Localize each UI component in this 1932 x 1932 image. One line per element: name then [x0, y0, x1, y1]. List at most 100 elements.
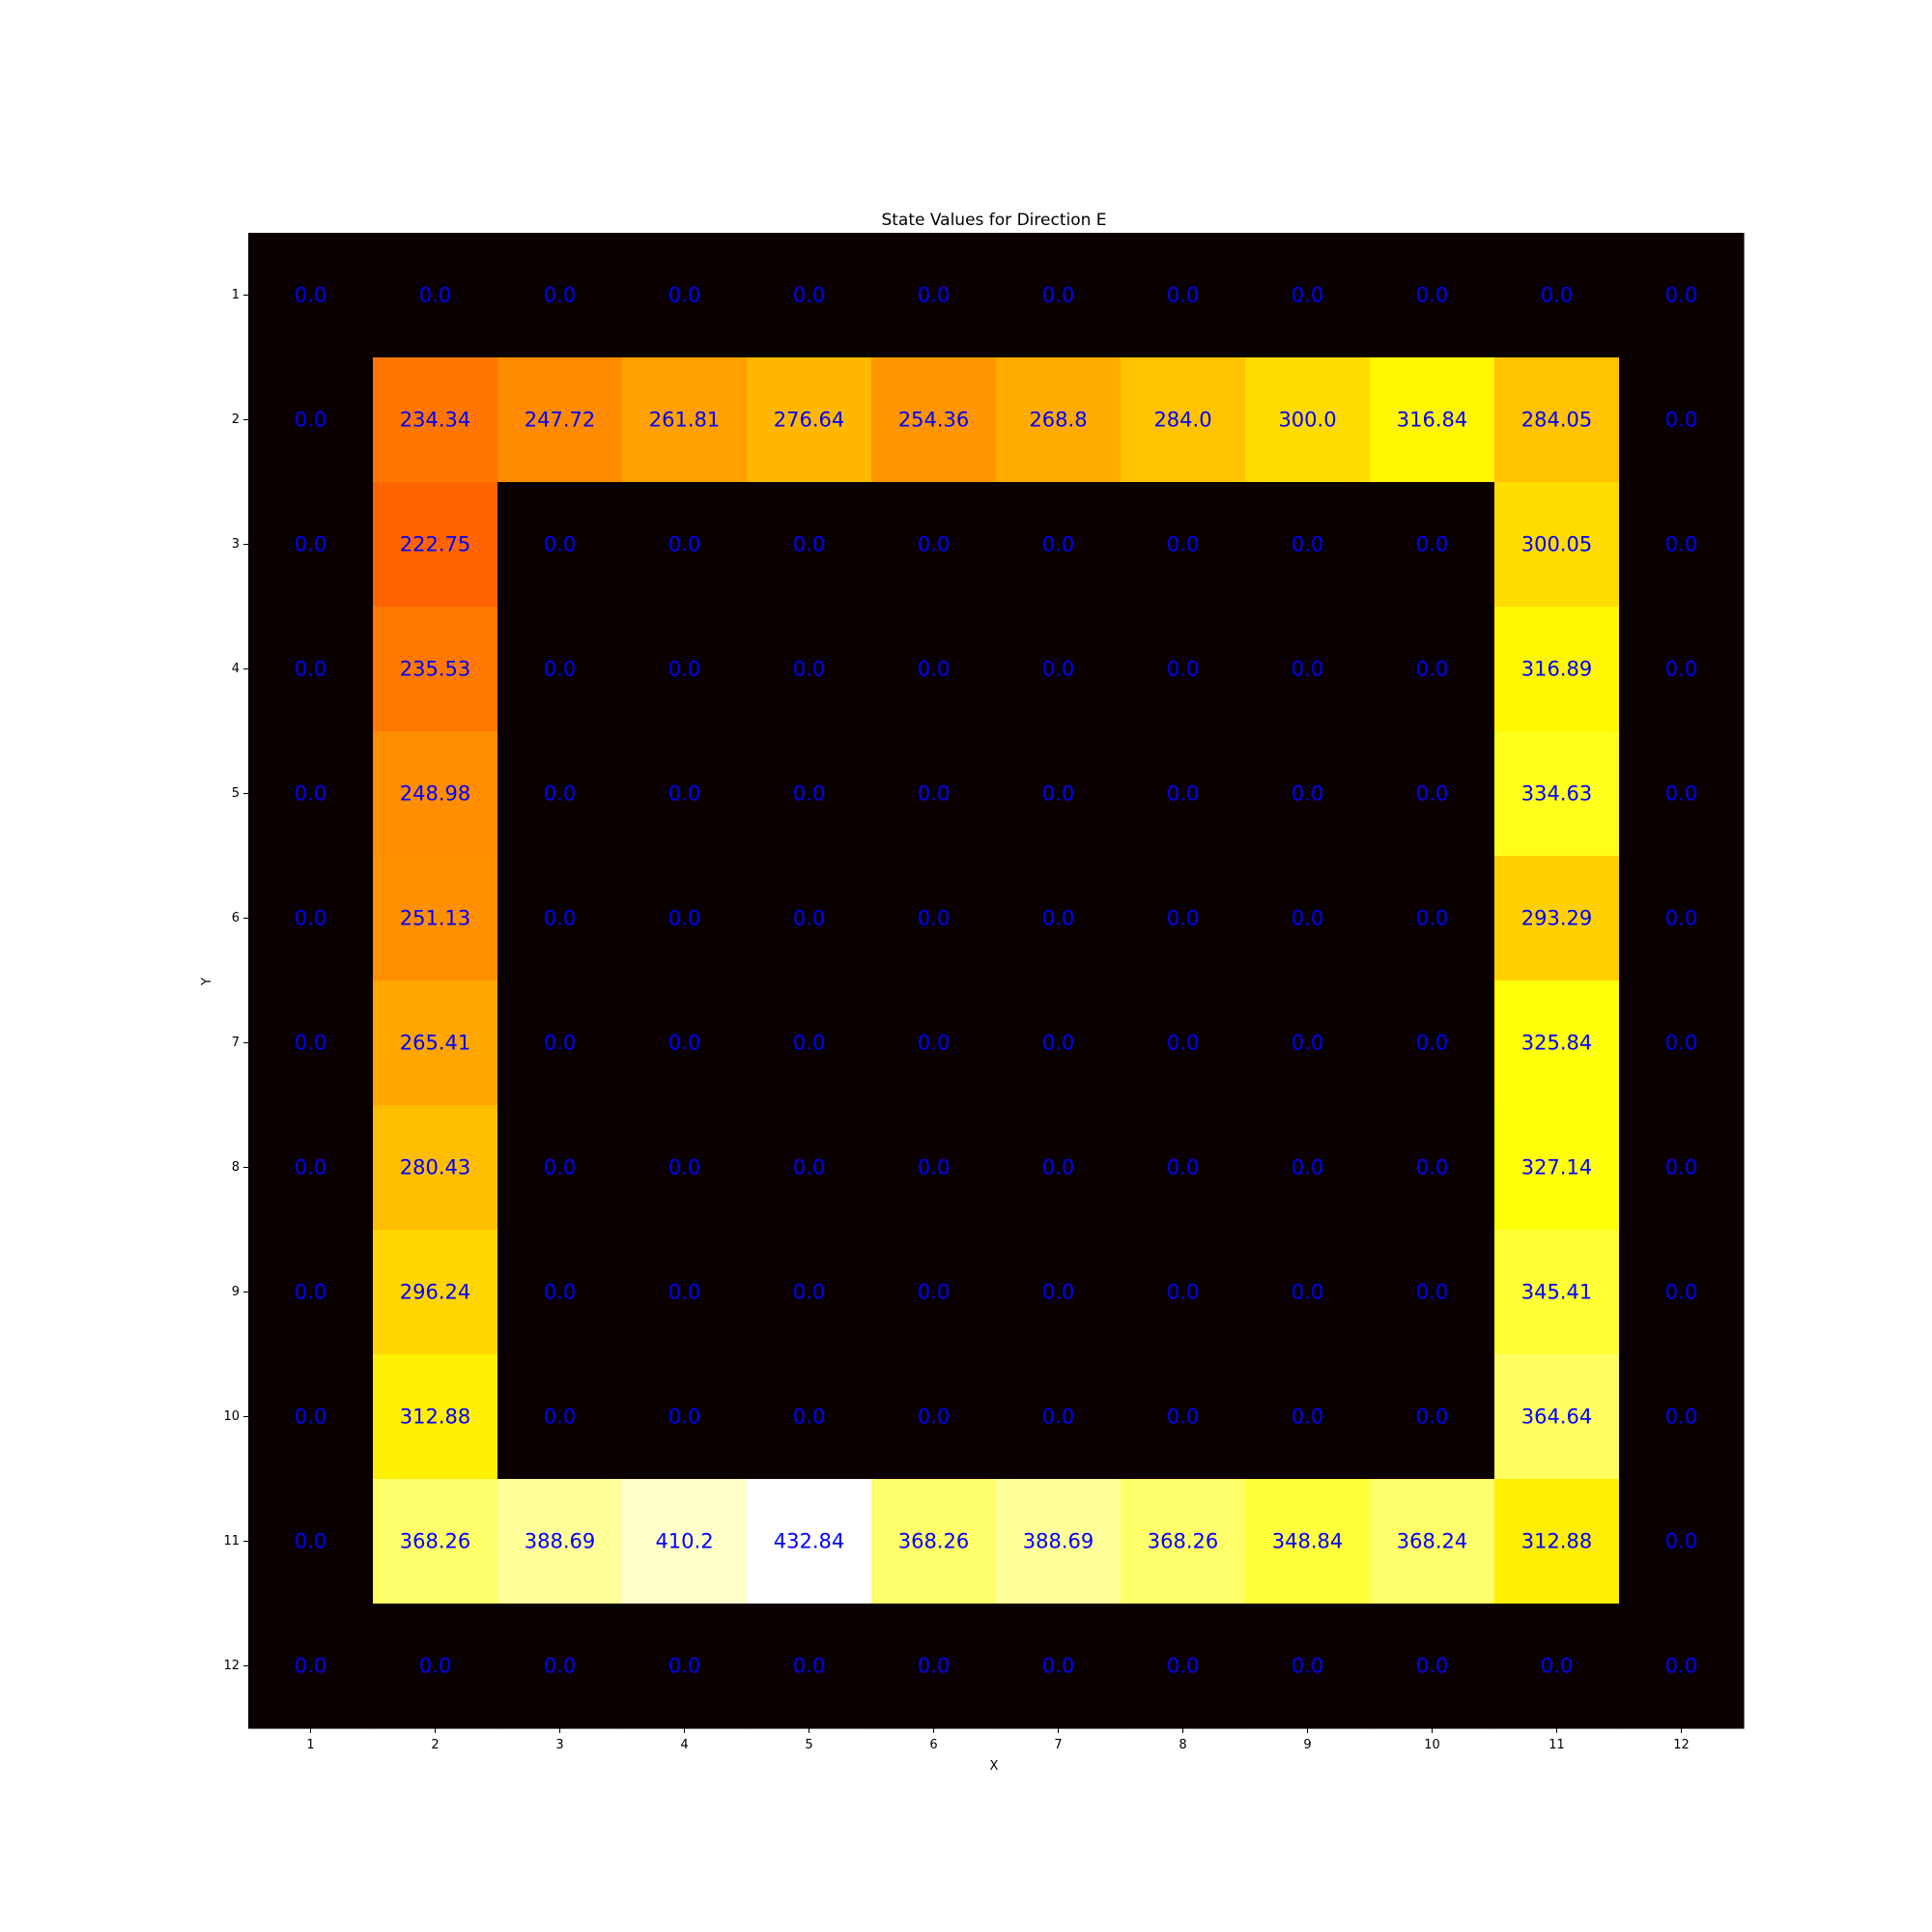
- heatmap-cell: [1370, 731, 1495, 857]
- heatmap-cell: [622, 357, 748, 483]
- heatmap-cell: [1494, 357, 1620, 483]
- cell-value-label: 0.0: [793, 907, 825, 930]
- heatmap-cell: [1245, 233, 1371, 358]
- cell-value-label: 0.0: [295, 1530, 327, 1553]
- y-tick-label: 9: [232, 1285, 240, 1299]
- cell-value-label: 0.0: [1167, 1156, 1199, 1179]
- heatmap-cell: [996, 856, 1122, 981]
- heatmap-cell: [497, 1105, 623, 1231]
- heatmap-cell: [248, 233, 374, 358]
- heatmap-cell: [747, 233, 872, 358]
- cell-value-label: 345.41: [1521, 1281, 1592, 1304]
- cell-value-label: 312.88: [1521, 1530, 1592, 1553]
- cell-value-label: 0.0: [1665, 533, 1697, 556]
- heatmap-cell: [747, 1230, 872, 1355]
- heatmap-cell: [373, 607, 498, 732]
- cell-value-label: 0.0: [1665, 1156, 1697, 1179]
- cell-value-label: 0.0: [544, 1032, 576, 1055]
- heatmap-cell: [497, 607, 623, 732]
- heatmap-cell: [1370, 856, 1495, 981]
- cell-value-label: 316.89: [1521, 658, 1592, 681]
- y-tick-label: 10: [223, 1409, 240, 1424]
- cell-value-label: 0.0: [793, 1655, 825, 1678]
- heatmap-cell: [871, 1230, 997, 1355]
- cell-value-label: 0.0: [1167, 907, 1199, 930]
- cell-value-label: 0.0: [1042, 533, 1074, 556]
- cell-value-label: 261.81: [649, 409, 720, 432]
- heatmap-cell: [373, 1105, 498, 1231]
- heatmap-cell: [248, 1230, 374, 1355]
- heatmap-cell: [248, 357, 374, 483]
- heatmap-cell: [1494, 1479, 1620, 1605]
- heatmap-cell: [373, 1354, 498, 1480]
- x-tick-label: 7: [1054, 1738, 1062, 1752]
- cell-value-label: 284.05: [1521, 409, 1592, 432]
- heatmap-cell: [1121, 980, 1246, 1106]
- cell-value-label: 0.0: [1292, 1032, 1323, 1055]
- heatmap-cell: [1245, 856, 1371, 981]
- heatmap-cell: [373, 482, 498, 608]
- cell-value-label: 0.0: [1292, 533, 1323, 556]
- heatmap-cell: [996, 482, 1122, 608]
- y-tick-label: 2: [232, 412, 240, 427]
- x-tick-label: 6: [929, 1738, 937, 1752]
- cell-value-label: 0.0: [1042, 1655, 1074, 1678]
- heatmap-cell: [373, 1479, 498, 1605]
- cell-value-label: 0.0: [1167, 658, 1199, 681]
- heatmap-cell: [871, 1354, 997, 1480]
- cell-value-label: 0.0: [668, 658, 700, 681]
- heatmap-cell: [248, 1479, 374, 1605]
- cell-value-label: 0.0: [793, 1032, 825, 1055]
- heatmap-cell: [871, 482, 997, 608]
- cell-value-label: 0.0: [1416, 1406, 1448, 1429]
- heatmap-cell: [248, 856, 374, 981]
- heatmap-cell: [248, 731, 374, 857]
- heatmap-cell: [1121, 1354, 1246, 1480]
- heatmap-cell: [1370, 1479, 1495, 1605]
- heatmap-cell: [1245, 482, 1371, 608]
- cell-value-label: 0.0: [1292, 1655, 1323, 1678]
- cell-value-label: 0.0: [1416, 782, 1448, 806]
- cell-value-label: 0.0: [1167, 1032, 1199, 1055]
- heatmap-cell: [996, 1230, 1122, 1355]
- cell-value-label: 0.0: [1416, 1655, 1448, 1678]
- heatmap-cell: [1245, 1105, 1371, 1231]
- cell-value-label: 280.43: [400, 1156, 470, 1179]
- cell-value-label: 316.84: [1397, 409, 1467, 432]
- cell-value-label: 0.0: [1416, 658, 1448, 681]
- cell-value-label: 312.88: [400, 1406, 470, 1429]
- heatmap-cell: [373, 357, 498, 483]
- heatmap-cell: [1121, 1230, 1246, 1355]
- cell-value-label: 0.0: [1292, 907, 1323, 930]
- cell-value-label: 0.0: [793, 1156, 825, 1179]
- y-tick-label: 4: [232, 662, 240, 676]
- heatmap-cell: [248, 1354, 374, 1480]
- cell-value-label: 0.0: [668, 533, 700, 556]
- heatmap-cell: [996, 233, 1122, 358]
- y-tick-label: 6: [232, 911, 240, 925]
- heatmap-cell: [1121, 1105, 1246, 1231]
- cell-value-label: 0.0: [918, 1655, 950, 1678]
- cell-value-label: 300.0: [1278, 409, 1336, 432]
- cell-value-label: 300.05: [1521, 533, 1592, 556]
- cell-value-label: 0.0: [295, 907, 327, 930]
- heatmap-cell: [1619, 482, 1745, 608]
- heatmap-cell: [871, 856, 997, 981]
- heatmap-cell: [747, 1354, 872, 1480]
- heatmap-cell: [1619, 357, 1745, 483]
- heatmap-cell: [1619, 1604, 1745, 1729]
- cell-value-label: 0.0: [1167, 1281, 1199, 1304]
- cell-value-label: 0.0: [1167, 1406, 1199, 1429]
- cell-value-label: 0.0: [1292, 1156, 1323, 1179]
- heatmap-cell: [1619, 233, 1745, 358]
- cell-value-label: 0.0: [668, 1406, 700, 1429]
- cell-value-label: 0.0: [544, 1281, 576, 1304]
- heatmap-cell: [622, 1479, 748, 1605]
- heatmap-cell: [1245, 1479, 1371, 1605]
- heatmap-cell: [497, 856, 623, 981]
- cell-value-label: 0.0: [1167, 284, 1199, 307]
- cell-value-label: 247.72: [525, 409, 595, 432]
- heatmap-cell: [871, 233, 997, 358]
- cell-value-label: 388.69: [1023, 1530, 1094, 1553]
